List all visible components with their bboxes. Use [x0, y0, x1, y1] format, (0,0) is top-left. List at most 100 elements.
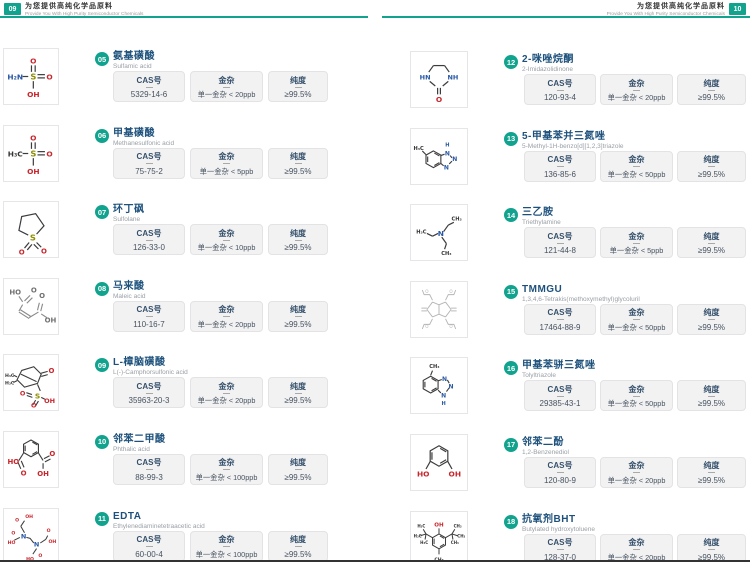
cas-box: CAS号 110-16-7: [113, 300, 185, 332]
cas-box: CAS号 126-33-0: [113, 224, 185, 256]
item-number-badge: 11: [95, 511, 109, 526]
divider-dash: [145, 469, 153, 471]
divider-dash: [633, 549, 640, 551]
metal-label: 金杂: [218, 458, 235, 468]
divider-dash: [556, 395, 564, 397]
item-number-badge: 09: [95, 358, 109, 373]
svg-text:O: O: [31, 402, 37, 409]
item-number-badge: 10: [95, 434, 109, 449]
svg-text:CH₃: CH₃: [454, 523, 462, 528]
svg-text:CH₃: CH₃: [457, 533, 465, 538]
svg-text:CH₃: CH₃: [429, 364, 439, 370]
svg-text:O: O: [30, 57, 36, 66]
cas-box: CAS号 120-93-4: [524, 74, 596, 105]
edta-structure: NNOOHHOOOOHHOO: [3, 507, 59, 562]
purity-value: ≥99.5%: [284, 90, 312, 99]
svg-text:O: O: [425, 289, 429, 294]
metal-impurity-box: 金杂 单一金杂 < 100ppb: [190, 530, 263, 562]
svg-text:N: N: [444, 164, 449, 171]
page-bottom-rule: [0, 560, 750, 562]
item-number-badge: 17: [504, 437, 518, 452]
divider-dash: [633, 89, 640, 91]
tmmgu-structure: O O O O: [410, 280, 468, 338]
metal-label: 金杂: [218, 535, 235, 545]
divider-dash: [223, 469, 230, 471]
metal-label: 金杂: [628, 231, 645, 241]
item-number-badge: 05: [95, 52, 109, 66]
svg-text:HO: HO: [26, 556, 34, 562]
svg-text:O: O: [41, 248, 47, 256]
product-name-cn: 马来酸: [113, 280, 145, 292]
svg-text:S: S: [35, 392, 40, 401]
product-name-en: L(-)-Camphorsulfonic acid: [113, 369, 188, 377]
metal-impurity-box: 金杂 单一金杂 < 20ppb: [600, 74, 673, 105]
page-number-right: 10: [729, 3, 746, 15]
svg-text:O: O: [31, 286, 37, 294]
cas-box: CAS号 5329-14-6: [113, 71, 185, 102]
metal-impurity-box: 金杂 单一金杂 < 50ppb: [600, 303, 673, 335]
product-item: NH HN O 12 2-咪唑烷酮 2-Imidazolidinone CAS号 1…: [400, 51, 750, 128]
svg-text:N: N: [452, 156, 457, 163]
svg-text:O: O: [20, 390, 26, 398]
cas-value: 120-93-4: [543, 93, 577, 102]
svg-text:O: O: [436, 95, 442, 104]
cas-box: CAS号 29385-43-1: [524, 380, 596, 412]
sulfamic-acid-structure: H₂N S O O OH: [3, 48, 59, 105]
methylbenzotriazole-structure: H₃C N H N N: [410, 127, 468, 185]
product-name-en: 1,3,4,6-Tetrakis(methoxymethyl)glycoluri…: [522, 295, 640, 303]
metal-impurity-box: 金杂 单一金杂 < 5ppb: [190, 147, 263, 179]
divider-dash: [223, 163, 230, 165]
page-number-left: 09: [4, 3, 21, 15]
metal-impurity-box: 金杂 单一金杂 < 100ppb: [190, 453, 263, 485]
product-name-cn: 氨基磺酸: [113, 51, 155, 62]
svg-text:OH: OH: [434, 522, 444, 528]
divider-dash: [556, 549, 564, 551]
product-column-left: H₂N S O O OH 05 氨基磺酸 Sulfamic acid CAS号 5329…: [0, 48, 375, 562]
cas-box: CAS号 120-80-9: [524, 456, 596, 488]
svg-text:N: N: [34, 540, 39, 548]
product-name-en: Maleic acid: [113, 292, 146, 300]
cas-value: 110-16-7: [133, 319, 165, 329]
product-item: O O O O 15 TMMGU 1,3,4,6-Tetrakis(methoxyme…: [400, 280, 750, 358]
cas-label: CAS号: [136, 305, 162, 315]
cas-label: CAS号: [136, 152, 162, 162]
metal-value: 单一金杂 < 50ppb: [607, 399, 666, 409]
cas-box: CAS号 75-75-2: [113, 147, 185, 179]
cas-value: 17464-88-9: [539, 322, 581, 332]
product-item: H₃C N H N N 13 5-甲基苯并三氮唑 5-Methyl-1H-benzo[d…: [400, 127, 750, 205]
product-name-en: Phthalic acid: [113, 445, 150, 453]
header-title-cn: 为您提供高纯化学品原料: [637, 3, 725, 10]
purity-label: 纯度: [290, 535, 306, 545]
metal-value: 单一金杂 < 50ppb: [607, 322, 666, 332]
purity-value: ≥99.5%: [284, 472, 312, 482]
svg-text:O: O: [49, 450, 55, 458]
divider-dash: [294, 316, 302, 318]
divider-dash: [294, 239, 302, 241]
svg-text:HN: HN: [420, 74, 431, 82]
cas-label: CAS号: [547, 231, 573, 241]
divider-dash: [223, 316, 230, 318]
purity-value: ≥99.5%: [697, 475, 726, 485]
metal-impurity-box: 金杂 单一金杂 < 20ppb: [190, 71, 263, 102]
item-number-badge: 18: [504, 514, 518, 529]
svg-text:O: O: [47, 527, 51, 533]
purity-label: 纯度: [703, 78, 720, 88]
svg-text:H: H: [442, 401, 446, 407]
cas-label: CAS号: [547, 461, 573, 471]
metal-impurity-box: 金杂 单一金杂 < 20ppb: [190, 300, 263, 332]
cas-value: 88-99-3: [135, 472, 163, 482]
metal-impurity-box: 金杂 单一金杂 < 50ppb: [600, 150, 673, 182]
item-number-badge: 16: [504, 361, 518, 376]
purity-box: 纯度 ≥99.5%: [268, 224, 328, 256]
divider-dash: [708, 319, 715, 321]
header-title-cn: 为您提供高纯化学品原料: [25, 3, 113, 10]
product-name-cn: 邻苯二甲酸: [113, 433, 166, 445]
purity-value: ≥99.5%: [284, 549, 312, 559]
cas-value: 126-33-0: [132, 243, 166, 253]
item-number-badge: 07: [95, 205, 109, 220]
cas-value: 75-75-2: [135, 166, 163, 176]
product-name-cn: 环丁砜: [113, 204, 145, 216]
product-name-cn: 5-甲基苯并三氮唑: [522, 130, 606, 142]
purity-box: 纯度 ≥99.5%: [677, 150, 746, 182]
svg-text:HO: HO: [9, 288, 21, 296]
